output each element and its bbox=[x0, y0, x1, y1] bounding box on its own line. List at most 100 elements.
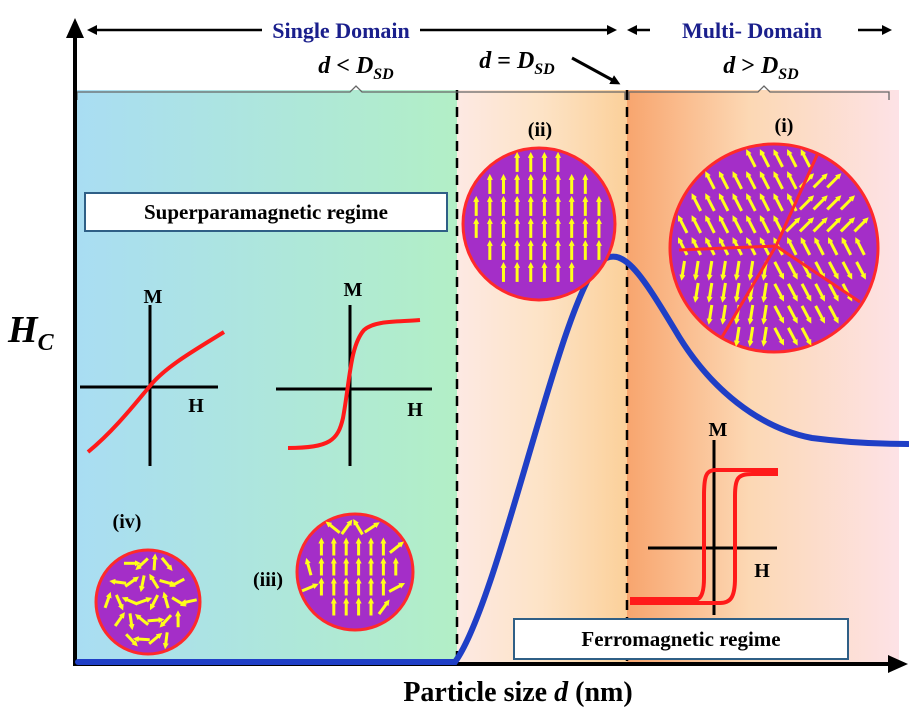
magnetic-moment-arrow bbox=[747, 326, 755, 347]
magnetic-moment-arrow bbox=[109, 578, 127, 585]
magnetic-moment-arrow bbox=[732, 215, 743, 234]
x-axis-arrowhead bbox=[888, 655, 908, 673]
multi-domain-label: Multi- Domain bbox=[682, 18, 822, 43]
magnetic-moment-arrow bbox=[761, 282, 768, 303]
magnetic-moment-arrow bbox=[746, 215, 757, 234]
magnetic-moment-arrow bbox=[134, 614, 150, 626]
magnetic-moment-arrow bbox=[304, 557, 313, 576]
condition-d-less-than-dsd: d < DSD bbox=[318, 53, 394, 83]
mh-plot-3-m-label: M bbox=[709, 419, 728, 441]
particle-ii-single-domain bbox=[461, 146, 617, 302]
magnetic-moment-arrow bbox=[826, 173, 842, 189]
magnetic-moment-arrow bbox=[720, 260, 727, 281]
single-domain-label: Single Domain bbox=[272, 18, 410, 43]
domain-walls bbox=[678, 152, 861, 338]
magnetic-moment-arrow bbox=[706, 304, 714, 325]
magnetic-moment-arrow bbox=[798, 195, 815, 211]
particle-iv-random-moments bbox=[94, 548, 202, 656]
magnetic-moment-arrow bbox=[747, 304, 755, 325]
magnetic-moment-arrow bbox=[732, 193, 743, 212]
magnetic-moment-arrow bbox=[388, 541, 405, 554]
magnetic-moment-arrow bbox=[121, 596, 138, 606]
magnetic-moment-arrow bbox=[746, 149, 757, 168]
magnetic-moment-arrow bbox=[159, 614, 173, 628]
mh-plot-3-h-label: H bbox=[754, 560, 770, 582]
magnetic-moment-arrow bbox=[169, 577, 185, 587]
magnetic-moment-arrow bbox=[812, 195, 828, 211]
magnetic-moment-arrow bbox=[733, 282, 741, 303]
magnetic-moment-arrow bbox=[812, 173, 828, 189]
magnetic-moment-arrow bbox=[114, 594, 124, 611]
magnetic-moment-arrow bbox=[773, 327, 785, 346]
condition-d-greater-than-dsd: d > DSD bbox=[723, 53, 799, 83]
single-domain-label-backdrop bbox=[262, 16, 420, 44]
magnetic-moment-arrow bbox=[706, 260, 714, 281]
magnetic-moment-arrow bbox=[827, 283, 839, 302]
magnetic-moment-arrow bbox=[773, 305, 785, 324]
magnetic-moment-arrow bbox=[746, 171, 757, 190]
particle-iii-arrows bbox=[301, 518, 406, 616]
magnetic-moment-arrow bbox=[693, 260, 700, 281]
mh-plot-1-m-label: M bbox=[144, 286, 163, 308]
magnetic-moment-arrow bbox=[718, 193, 730, 212]
magnetic-moment-arrow bbox=[388, 583, 406, 593]
magnetic-moment-arrow bbox=[828, 237, 839, 256]
magnetic-moment-arrow bbox=[841, 237, 853, 256]
magnetic-moment-arrow bbox=[705, 193, 716, 212]
magnetic-moment-arrow bbox=[720, 282, 727, 303]
particle-i-multi-domain bbox=[668, 142, 880, 354]
magnetic-moment-arrow bbox=[677, 237, 689, 256]
condition-d-equals-dsd: d = DSD bbox=[479, 48, 555, 78]
magnetic-moment-arrow bbox=[812, 217, 828, 233]
particle-ii-label: (ii) bbox=[528, 119, 552, 141]
magnetic-moment-arrow bbox=[759, 215, 771, 234]
magnetic-moment-arrow bbox=[773, 171, 784, 190]
magnetic-moment-arrow bbox=[746, 193, 757, 212]
magnetic-moment-arrow bbox=[814, 237, 825, 256]
magnetic-moment-arrow bbox=[693, 282, 700, 303]
ferromagnetic-regime-box: Ferromagnetic regime bbox=[513, 618, 849, 660]
magnetic-moment-arrow bbox=[353, 518, 364, 536]
magnetic-moment-arrow bbox=[759, 171, 771, 190]
y-axis-label: HC bbox=[7, 309, 55, 356]
mh-plot-ferromagnetic: M H bbox=[630, 419, 778, 615]
magnetic-moment-arrow bbox=[732, 171, 743, 190]
magnetic-moment-arrow bbox=[826, 195, 842, 211]
magnetic-moment-arrow bbox=[787, 149, 798, 168]
magnetic-moment-arrow bbox=[325, 521, 341, 534]
magnetic-moment-arrow bbox=[720, 304, 727, 325]
magnetic-moment-arrow bbox=[677, 215, 689, 234]
magnetic-moment-arrow bbox=[787, 261, 798, 280]
magnetic-moment-arrow bbox=[180, 598, 198, 606]
mh-plot-superparamagnetic-2: M H bbox=[276, 279, 432, 466]
magnetic-moment-arrow bbox=[162, 591, 170, 609]
magnetic-moment-arrow bbox=[787, 283, 798, 302]
magnetic-moment-arrow bbox=[124, 576, 140, 588]
magnetic-moment-arrow bbox=[705, 215, 716, 234]
magnetic-moment-arrow bbox=[138, 575, 146, 593]
magnetic-moment-arrow bbox=[800, 149, 812, 168]
magnetic-moment-arrow bbox=[718, 171, 730, 190]
magnetic-moment-arrow bbox=[691, 193, 703, 212]
magnetic-moment-arrow bbox=[363, 522, 380, 534]
magnetic-moment-arrow bbox=[814, 305, 825, 324]
particle-i-arrows bbox=[677, 149, 869, 347]
magnetic-moment-arrow bbox=[787, 305, 798, 324]
magnetic-moment-arrow bbox=[787, 237, 798, 256]
mh-plot-2-h-label: H bbox=[407, 399, 423, 421]
magnetic-moment-arrow bbox=[691, 215, 703, 234]
magnetic-moment-arrow bbox=[718, 215, 730, 234]
magnetic-moment-arrow bbox=[340, 519, 353, 535]
magnetic-moment-arrow bbox=[787, 193, 798, 212]
ferromagnetic-regime-label: Ferromagnetic regime bbox=[581, 627, 780, 651]
magnetic-moment-arrow bbox=[773, 261, 785, 280]
particle-iii-mostly-aligned bbox=[295, 512, 415, 632]
x-axis-label: Particle size d (nm) bbox=[403, 677, 632, 708]
magnetic-moment-arrow bbox=[787, 327, 798, 346]
magnetic-moment-arrow bbox=[705, 171, 716, 190]
superparamagnetic-regime-label: Superparamagnetic regime bbox=[144, 200, 388, 224]
magnetic-moment-arrow bbox=[773, 283, 785, 302]
magnetic-moment-arrow bbox=[733, 326, 741, 347]
magnetic-moment-arrow bbox=[132, 636, 150, 643]
magnetic-moment-arrow bbox=[773, 193, 784, 212]
